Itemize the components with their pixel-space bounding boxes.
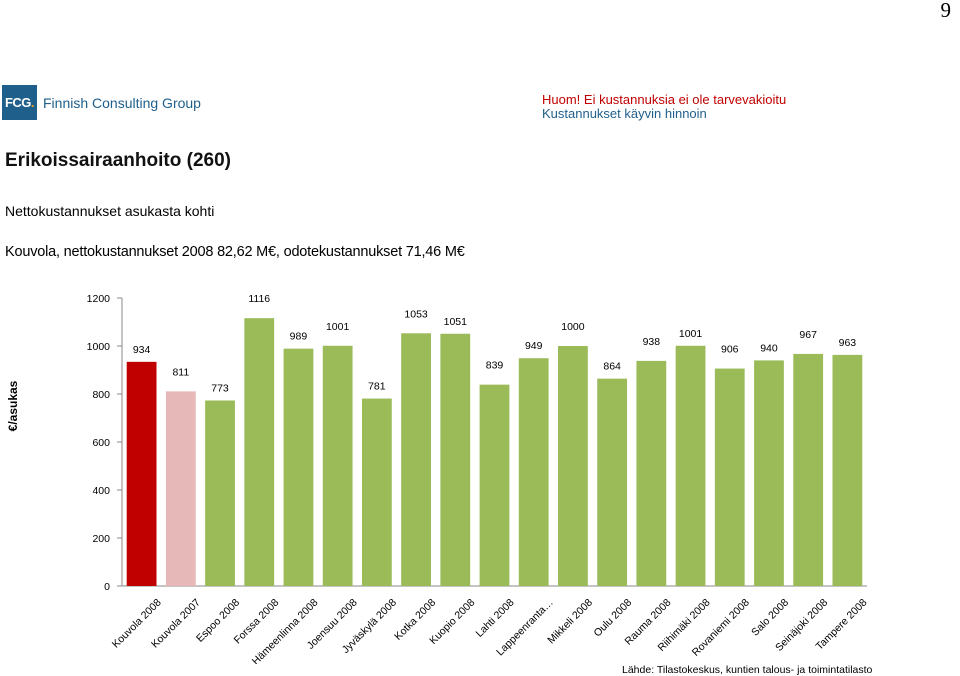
bar	[754, 360, 784, 586]
y-tick-label: 600	[92, 437, 110, 449]
data-label: 989	[290, 331, 308, 343]
data-label: 938	[643, 336, 661, 348]
bar	[636, 360, 667, 586]
y-tick-label: 400	[92, 485, 110, 497]
y-tick-label: 0	[104, 581, 110, 593]
bar	[714, 368, 745, 586]
data-label: 1001	[679, 328, 703, 340]
data-label: 1053	[404, 308, 428, 320]
data-label: 1051	[444, 316, 468, 328]
y-tick-label: 1000	[87, 341, 111, 353]
data-label: 811	[172, 366, 189, 378]
bar	[479, 384, 510, 586]
bar	[675, 345, 706, 586]
bar	[793, 353, 824, 586]
category-label: Hämeenlinna 2008	[250, 597, 321, 664]
data-label: 1000	[561, 321, 585, 333]
notice-line-1: Huom! Ei kustannuksia ei ole tarvevakioi…	[542, 92, 787, 107]
notice-line-2: Kustannukset käyvin hinnoin	[542, 106, 707, 121]
fcg-logo-mark: FCG.	[2, 85, 37, 120]
fcg-logo-dot: .	[30, 95, 35, 110]
y-tick-label: 800	[92, 389, 110, 401]
data-label: 940	[760, 342, 778, 354]
bar	[361, 398, 392, 586]
bar	[401, 333, 431, 586]
bar	[322, 345, 353, 586]
bar	[597, 378, 628, 586]
bar	[832, 354, 863, 586]
bar	[126, 361, 157, 586]
y-axis-label: €/asukas	[6, 380, 20, 431]
data-label: 949	[525, 340, 543, 352]
data-label: 781	[368, 381, 386, 393]
bar	[518, 358, 549, 586]
fcg-logo-mark-text: FCG	[4, 95, 31, 110]
page-number: 9	[940, 0, 952, 22]
data-label: 864	[603, 361, 621, 373]
cost-notice: Huom! Ei kustannuksia ei ole tarvevakioi…	[542, 93, 786, 121]
data-label: 839	[486, 360, 504, 372]
y-tick-label: 200	[92, 533, 110, 545]
bar	[244, 318, 275, 586]
bar	[440, 333, 471, 586]
data-label: 934	[133, 344, 151, 356]
page-title: Erikoissairaanhoito (260)	[5, 150, 231, 171]
bar	[205, 400, 235, 586]
fcg-logo: FCG. Finnish Consulting Group	[2, 85, 201, 120]
data-label: 906	[721, 344, 739, 356]
data-label: 1001	[326, 321, 350, 333]
bar-chart: 020040060080010001200€/asukas934Kouvola …	[6, 293, 870, 664]
data-label: 1116	[248, 293, 270, 305]
page-subtitle: Nettokustannukset asukasta kohti	[5, 203, 215, 219]
bar	[558, 346, 588, 586]
bar	[283, 348, 314, 586]
data-label: 963	[839, 337, 857, 349]
data-label: 773	[211, 382, 229, 394]
data-label: 967	[799, 329, 817, 341]
y-tick-label: 1200	[87, 293, 111, 305]
kouvola-cost-summary: Kouvola, nettokustannukset 2008 82,62 M€…	[5, 244, 465, 260]
fcg-logo-name: Finnish Consulting Group	[43, 94, 201, 111]
bar	[165, 391, 196, 586]
source-note: Lähde: Tilastokeskus, kuntien talous- ja…	[622, 664, 873, 676]
